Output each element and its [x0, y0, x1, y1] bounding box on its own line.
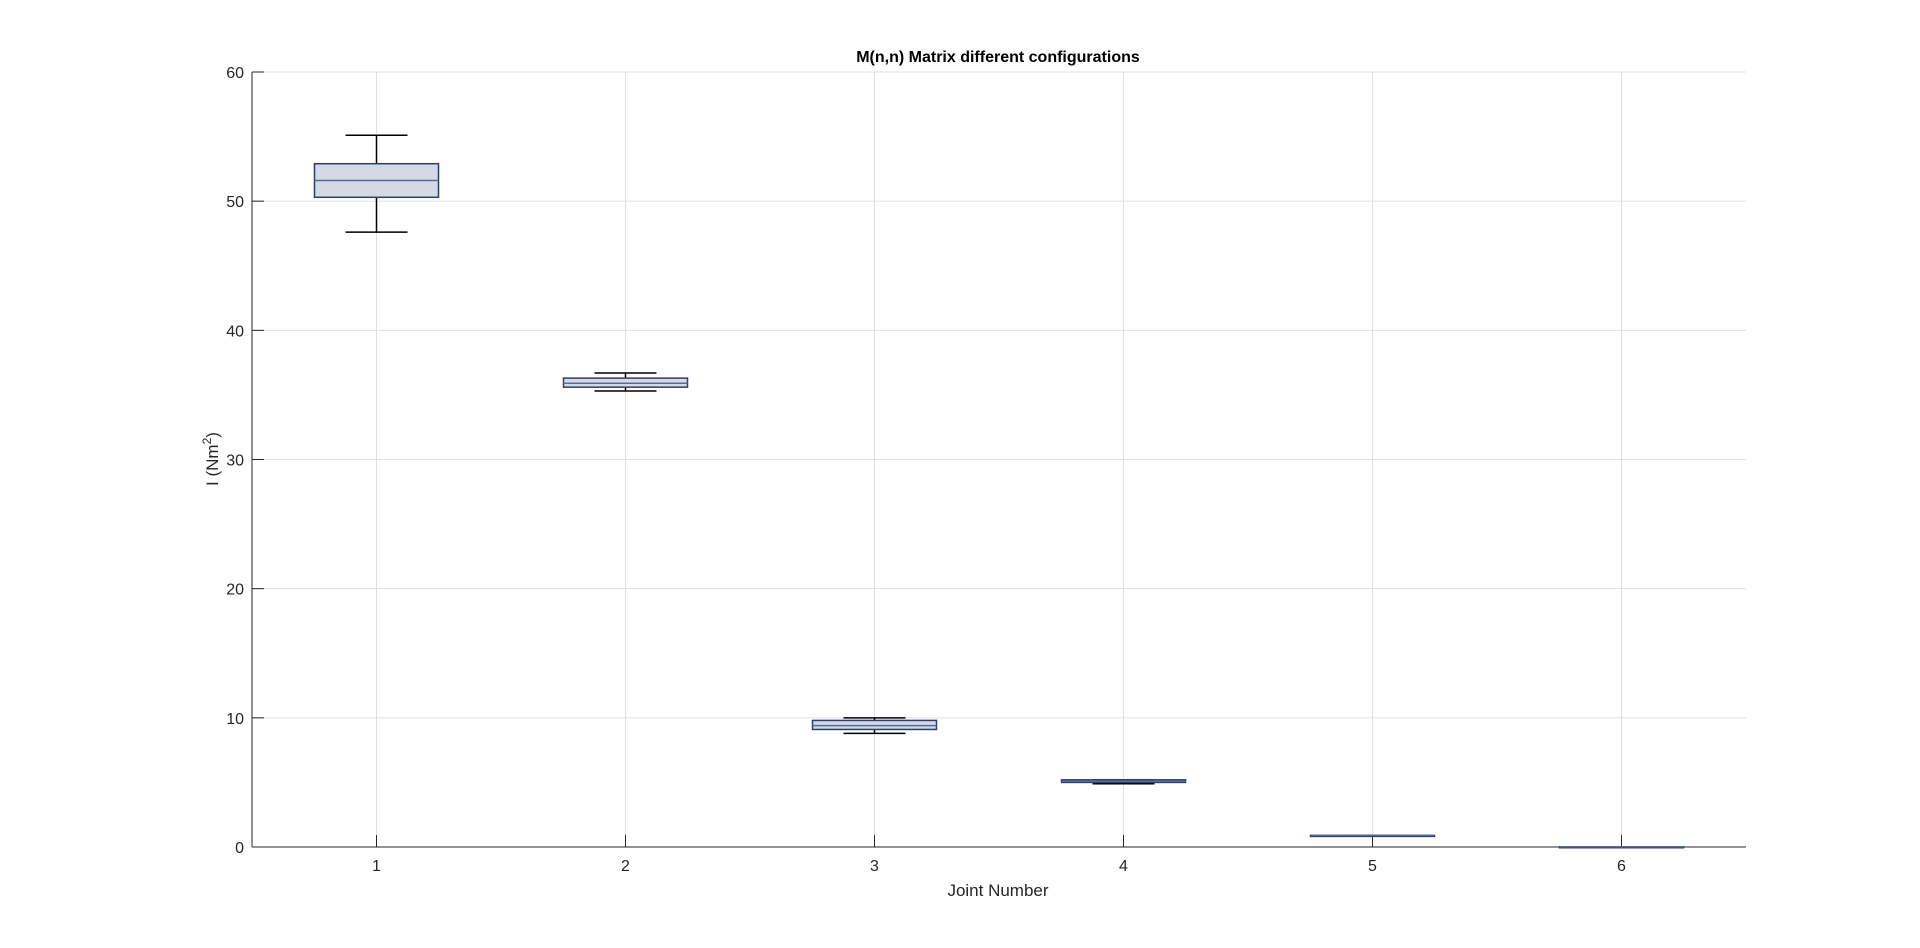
y-tick-label: 20 [226, 582, 244, 599]
x-tick-label: 1 [372, 858, 381, 875]
box-plot-group [1060, 779, 1187, 785]
chart-title: M(n,n) Matrix different configurations [856, 49, 1140, 66]
y-axis-label: I (Nm2) [200, 432, 222, 486]
y-axis-label-superscript: 2 [200, 437, 214, 444]
x-axis-label: Joint Number [947, 881, 1048, 900]
x-tick-label: 4 [1119, 858, 1128, 875]
y-tick-label: 50 [226, 194, 244, 211]
box-plot-group [1309, 834, 1436, 838]
box-plot-group [811, 717, 938, 735]
box-plot-group [562, 372, 689, 392]
y-tick-label: 40 [226, 323, 244, 340]
x-tick-label: 3 [870, 858, 879, 875]
x-tick-label: 6 [1617, 858, 1626, 875]
y-axis-label-main: I (Nm [203, 444, 222, 486]
y-tick-label: 0 [235, 840, 244, 857]
y-tick-label: 60 [226, 65, 244, 82]
y-tick-label: 30 [226, 453, 244, 470]
grid-lines [252, 71, 1746, 848]
box-plot-group [313, 134, 440, 233]
x-tick-label: 2 [621, 858, 630, 875]
boxes [313, 134, 1685, 849]
axes [251, 71, 1746, 848]
y-tick-label: 10 [226, 711, 244, 728]
tick-labels: 0 10 20 30 40 50 60 1 2 3 4 5 6 [226, 65, 1626, 875]
y-axis-label-end: ) [203, 432, 222, 438]
box-plot-group [1558, 845, 1685, 849]
x-tick-label: 5 [1368, 858, 1377, 875]
